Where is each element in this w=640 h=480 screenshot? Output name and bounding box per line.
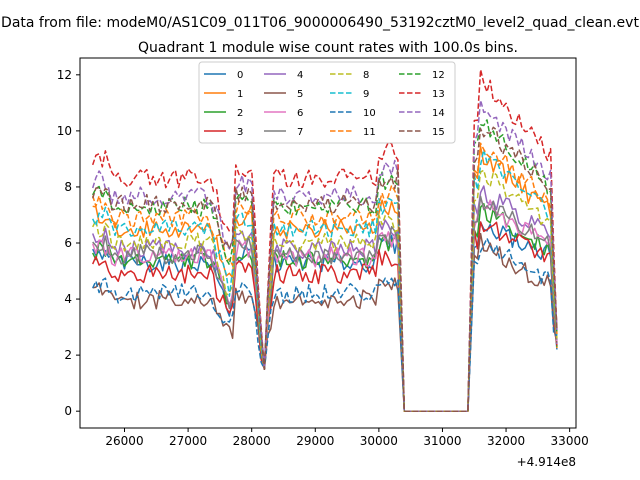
legend-label-12: 12 [432, 70, 445, 81]
y-tick-label: 0 [64, 404, 72, 418]
series-line-7 [92, 195, 558, 412]
y-tick-label: 10 [57, 124, 72, 138]
x-tick-label: 26000 [105, 434, 143, 448]
series-line-14 [91, 99, 558, 412]
series-line-13 [91, 68, 558, 412]
y-tick-label: 6 [64, 236, 72, 250]
legend-label-6: 6 [297, 108, 303, 119]
legend-label-10: 10 [363, 108, 376, 119]
x-tick-label: 32000 [487, 434, 525, 448]
legend-frame [198, 61, 456, 144]
series-line-12 [92, 119, 558, 412]
series-lines [91, 68, 558, 412]
legend-label-13: 13 [432, 89, 445, 100]
y-tick-label: 12 [57, 68, 72, 82]
series-line-0 [92, 221, 558, 412]
legend-label-8: 8 [363, 70, 369, 81]
x-axis-offset-label: +4.914e8 [517, 455, 576, 469]
x-tick-label: 30000 [360, 434, 398, 448]
series-line-15 [91, 126, 558, 412]
series-line-2 [92, 202, 558, 412]
legend-label-0: 0 [237, 70, 243, 81]
series-line-8 [92, 169, 558, 412]
legend-label-2: 2 [237, 108, 243, 119]
chart-title: Quadrant 1 module wise count rates with … [138, 40, 518, 56]
x-tick-label: 31000 [423, 434, 461, 448]
series-line-1 [92, 145, 558, 412]
x-axis-ticks: 26000 27000 28000 29000 30000 31000 32000 33000 [105, 428, 589, 448]
legend-label-4: 4 [297, 70, 303, 81]
legend-label-5: 5 [297, 89, 303, 100]
legend-label-7: 7 [297, 127, 303, 138]
legend-label-15: 15 [432, 127, 445, 138]
legend-label-3: 3 [237, 127, 243, 138]
series-line-11 [91, 142, 558, 412]
y-axis-ticks: 0 2 4 6 8 10 12 [57, 68, 80, 418]
series-line-9 [92, 148, 558, 412]
legend-label-9: 9 [363, 89, 369, 100]
legend-label-14: 14 [432, 108, 445, 119]
series-line-10 [92, 237, 558, 412]
series-line-5 [92, 232, 558, 412]
x-tick-label: 28000 [233, 434, 271, 448]
y-tick-label: 4 [64, 292, 72, 306]
y-tick-label: 2 [64, 348, 72, 362]
figure-suptitle: Data from file: modeM0/AS1C09_011T06_900… [1, 15, 639, 31]
x-tick-label: 29000 [296, 434, 334, 448]
y-tick-label: 8 [64, 180, 72, 194]
legend-label-11: 11 [363, 127, 376, 138]
series-line-4 [91, 185, 558, 412]
x-tick-label: 27000 [169, 434, 207, 448]
legend-label-1: 1 [237, 89, 243, 100]
series-line-3 [92, 221, 558, 412]
x-tick-label: 33000 [551, 434, 589, 448]
